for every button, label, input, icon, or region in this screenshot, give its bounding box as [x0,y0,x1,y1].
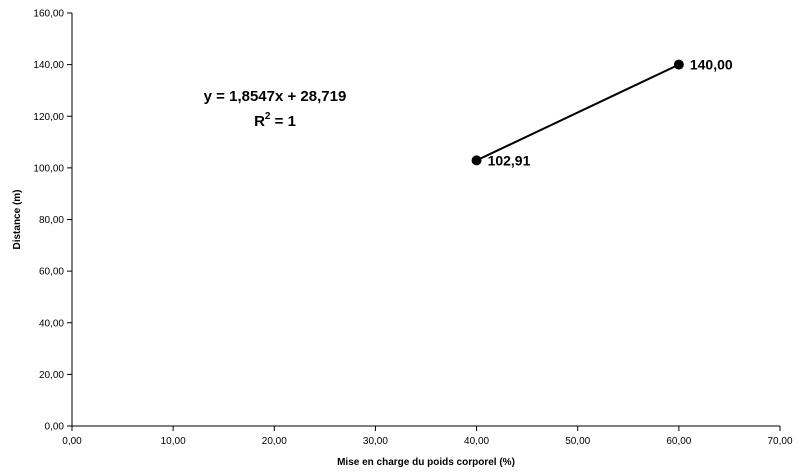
r-squared-label: R2 = 1 [254,111,296,130]
trendline-equation: y = 1,8547x + 28,719 [204,88,347,105]
x-tick-label: 40,00 [464,436,489,447]
r-squared-suffix: = 1 [270,113,295,130]
y-axis-ticks: 0,00 20,00 40,00 60,00 80,00 100,00 120,00 140,… [33,9,72,433]
x-tick-label: 60,00 [666,436,691,447]
r-squared-exponent: 2 [265,111,271,122]
x-tick-label: 20,00 [262,436,287,447]
x-tick-label: 30,00 [363,436,388,447]
y-tick-label: 160,00 [33,9,64,20]
data-point [471,155,482,166]
x-tick-label: 50,00 [565,436,590,447]
y-tick-label: 120,00 [33,112,64,123]
y-axis-title: Distance (m) [12,189,23,249]
x-axis-title: Mise en charge du poids corporel (%) [337,457,515,468]
x-tick-label: 70,00 [767,436,792,447]
data-label: 140,00 [690,57,733,73]
y-tick-label: 140,00 [33,60,64,71]
x-tick-label: 10,00 [161,436,186,447]
y-tick-label: 60,00 [39,267,64,278]
y-tick-label: 0,00 [45,422,65,433]
y-tick-label: 100,00 [33,163,64,174]
r-squared-prefix: R [254,113,265,130]
y-tick-label: 40,00 [39,318,64,329]
x-axis-ticks: 0,00 10,00 20,00 30,00 40,00 50,00 60,00 70,00 [62,426,793,447]
x-tick-label: 0,00 [62,436,82,447]
data-point [673,59,684,70]
data-label: 102,91 [488,152,531,168]
y-tick-label: 80,00 [39,215,64,226]
series-marks: 102,91 140,00 [471,57,733,168]
y-tick-label: 20,00 [39,370,64,381]
series-line [476,63,680,162]
